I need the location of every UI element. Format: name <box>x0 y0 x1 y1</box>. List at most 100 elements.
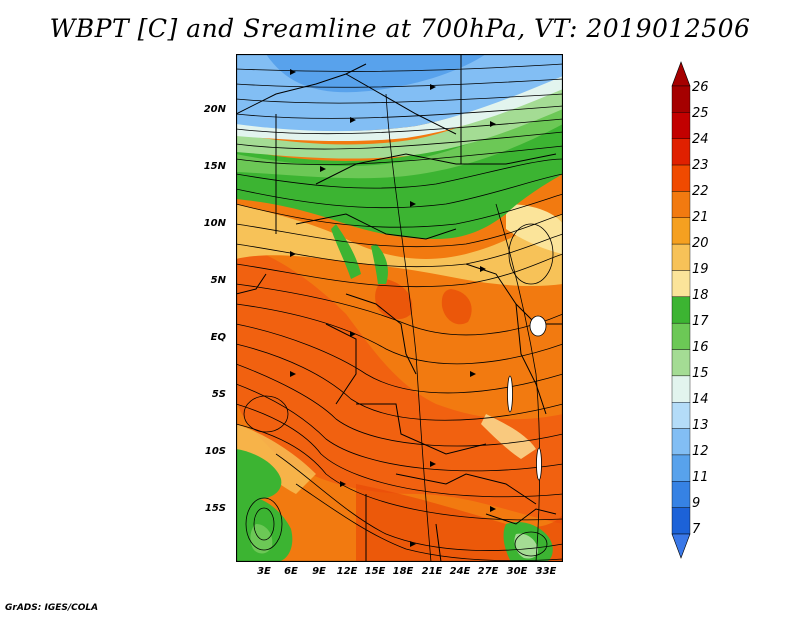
wbpt-field-17c <box>371 244 388 284</box>
streamline <box>385 93 432 562</box>
grads-credit: GrADS: IGES/COLA <box>5 603 99 613</box>
border <box>345 293 417 375</box>
colorbar-swatch <box>671 296 691 324</box>
arrow <box>490 121 496 127</box>
border <box>295 213 457 240</box>
streamline <box>243 395 289 433</box>
border <box>395 473 537 505</box>
border <box>435 523 442 562</box>
arrow <box>410 541 416 547</box>
colorbar-swatch <box>671 481 691 508</box>
colorbar-label-21: 21 <box>692 210 709 225</box>
lon-label-30e: 30E <box>506 566 528 577</box>
arrow <box>350 331 356 337</box>
arrow <box>480 266 486 272</box>
colorbar-swatch <box>671 217 691 245</box>
colorbar-label-17: 17 <box>692 314 709 329</box>
wbpt-field-23c <box>441 289 472 325</box>
lon-label-12e: 12E <box>336 566 358 577</box>
lat-label-10n: 10N <box>203 218 226 229</box>
colorbar <box>671 61 691 559</box>
wbpt-field-23b <box>375 279 413 320</box>
colorbar-swatch <box>671 85 691 113</box>
lon-label-21e: 21E <box>421 566 443 577</box>
border <box>485 508 557 525</box>
colorbar-swatch <box>671 112 691 139</box>
streamline <box>236 343 563 421</box>
streamline <box>508 223 554 285</box>
streamline <box>236 403 563 498</box>
lon-label-3e: 3E <box>257 566 271 577</box>
colorbar-swatch <box>671 375 691 403</box>
colorbar-swatch <box>671 191 691 218</box>
border <box>356 403 487 455</box>
arrow <box>470 371 476 377</box>
lat-label-5s: 5S <box>211 389 226 400</box>
streamline <box>236 63 563 72</box>
colorbar-top-arrow <box>671 61 691 87</box>
streamline <box>236 118 563 135</box>
border <box>315 153 557 185</box>
lat-label-eq: EQ <box>210 332 226 343</box>
lat-label-5n: 5N <box>210 275 226 286</box>
colorbar-label-11: 11 <box>692 470 709 485</box>
lon-label-18e: 18E <box>392 566 414 577</box>
lat-label-20n: 20N <box>203 104 226 115</box>
arrow <box>350 117 356 123</box>
wbpt-field-16b <box>250 524 273 554</box>
wbpt-field-16c <box>514 533 539 559</box>
streamline <box>236 323 563 394</box>
streamline <box>236 105 563 119</box>
lon-label-9e: 9E <box>312 566 326 577</box>
lake-victoria <box>529 315 547 337</box>
lakes <box>507 315 547 481</box>
colorbar-label-13: 13 <box>692 418 709 433</box>
arrow <box>290 251 296 257</box>
colorbar-swatch <box>671 270 691 298</box>
streamline <box>245 497 283 551</box>
border <box>325 323 357 405</box>
streamline <box>236 423 563 521</box>
colorbar-label-16: 16 <box>692 340 709 355</box>
colorbar-swatch <box>671 402 691 429</box>
border <box>236 63 367 115</box>
colorbar-swatch <box>671 428 691 456</box>
wbpt-field-20b <box>236 424 316 494</box>
streamline <box>495 203 541 562</box>
lon-label-27e: 27E <box>477 566 499 577</box>
streamline <box>236 78 563 88</box>
wbpt-field-14 <box>236 74 563 142</box>
arrow <box>490 506 496 512</box>
streamline <box>236 131 563 150</box>
streamline <box>236 145 563 165</box>
colorbar-label-22: 22 <box>692 184 709 199</box>
wbpt-field-19b <box>481 414 536 459</box>
wbpt-field-22 <box>236 244 563 524</box>
wbpt-field-17d <box>236 449 282 500</box>
streamline-arrows <box>290 69 496 547</box>
streamline <box>236 283 563 336</box>
lon-label-33e: 33E <box>535 566 557 577</box>
lat-label-15s: 15S <box>204 503 226 514</box>
lake-malawi <box>536 447 542 481</box>
colorbar-label-7: 7 <box>692 522 701 537</box>
streamline <box>236 93 563 104</box>
streamline <box>236 213 563 248</box>
colorbar-label-9: 9 <box>692 496 701 511</box>
streamline <box>253 507 275 541</box>
colorbar-label-14: 14 <box>692 392 709 407</box>
streamline <box>236 173 563 209</box>
lon-label-15e: 15E <box>364 566 386 577</box>
colorbar-label-23: 23 <box>692 158 709 173</box>
streamline <box>236 303 563 365</box>
arrow <box>290 69 296 75</box>
colorbar-label-20: 20 <box>692 236 709 251</box>
arrow <box>340 481 346 487</box>
wbpt-field-19 <box>506 204 563 254</box>
lake-tanganyika <box>507 375 513 413</box>
colorbar-swatches <box>671 61 691 559</box>
lat-label-15n: 15N <box>203 161 226 172</box>
arrow <box>290 371 296 377</box>
streamlines <box>236 63 563 562</box>
lon-label-24e: 24E <box>449 566 471 577</box>
